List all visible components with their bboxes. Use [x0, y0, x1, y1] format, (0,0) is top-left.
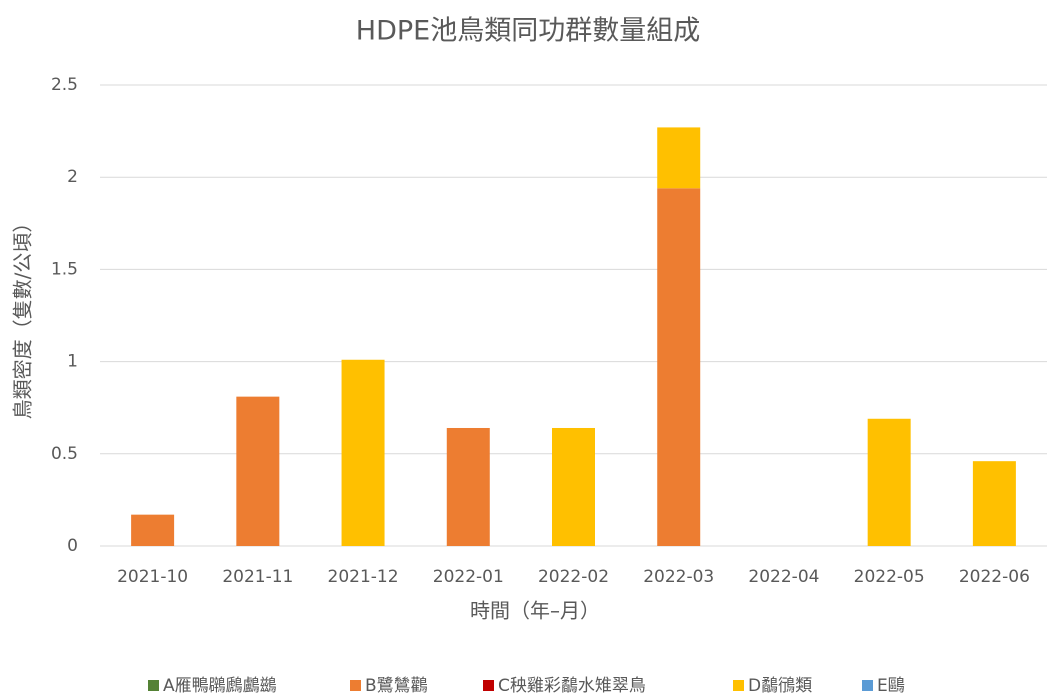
y-tick-label: 2: [67, 167, 78, 187]
x-tick-label: 2022-02: [538, 567, 609, 587]
bar-segment: [657, 127, 701, 189]
legend-label: E鷗: [877, 676, 905, 696]
x-tick-label: 2022-01: [433, 567, 504, 587]
x-tick-label: 2022-06: [959, 567, 1030, 587]
bar-segment: [867, 418, 911, 546]
x-axis-title: 時間（年–月）: [470, 599, 600, 623]
x-tick-label: 2021-12: [328, 567, 399, 587]
x-tick-label: 2021-10: [117, 567, 188, 587]
legend-label: C秧雞彩鷸水雉翠鳥: [498, 676, 646, 696]
legend-swatch: [483, 680, 494, 691]
bar-segment: [552, 427, 595, 546]
legend-label: D鷸鴴類: [748, 676, 812, 696]
legend-label: B鷺鷥鸛: [365, 676, 428, 696]
bar-segment: [972, 461, 1016, 546]
legend-swatch: [148, 680, 159, 691]
legend-swatch: [733, 680, 744, 691]
bar-segment: [341, 359, 385, 546]
legend-swatch: [862, 680, 873, 691]
bar-segment: [446, 427, 490, 546]
x-tick-label: 2021-11: [222, 567, 293, 587]
legend-swatch: [350, 680, 361, 691]
y-axis-title: 鳥類密度（隻數/公頃）: [11, 213, 35, 420]
legend-label: A雁鴨鸊鷉鸕鷀: [163, 676, 277, 696]
y-tick-label: 2.5: [51, 75, 78, 95]
y-tick-label: 1: [67, 352, 78, 372]
bar-segment: [131, 514, 175, 546]
y-tick-label: 0.5: [51, 444, 78, 464]
x-tick-label: 2022-05: [854, 567, 925, 587]
x-tick-label: 2022-03: [643, 567, 714, 587]
bar-segment: [236, 396, 280, 546]
chart-title: HDPE池鳥類同功群數量組成: [356, 16, 700, 47]
y-tick-label: 1.5: [51, 259, 78, 279]
x-tick-label: 2022-04: [748, 567, 819, 587]
y-tick-label: 0: [67, 536, 78, 556]
bar-segment: [657, 188, 701, 546]
